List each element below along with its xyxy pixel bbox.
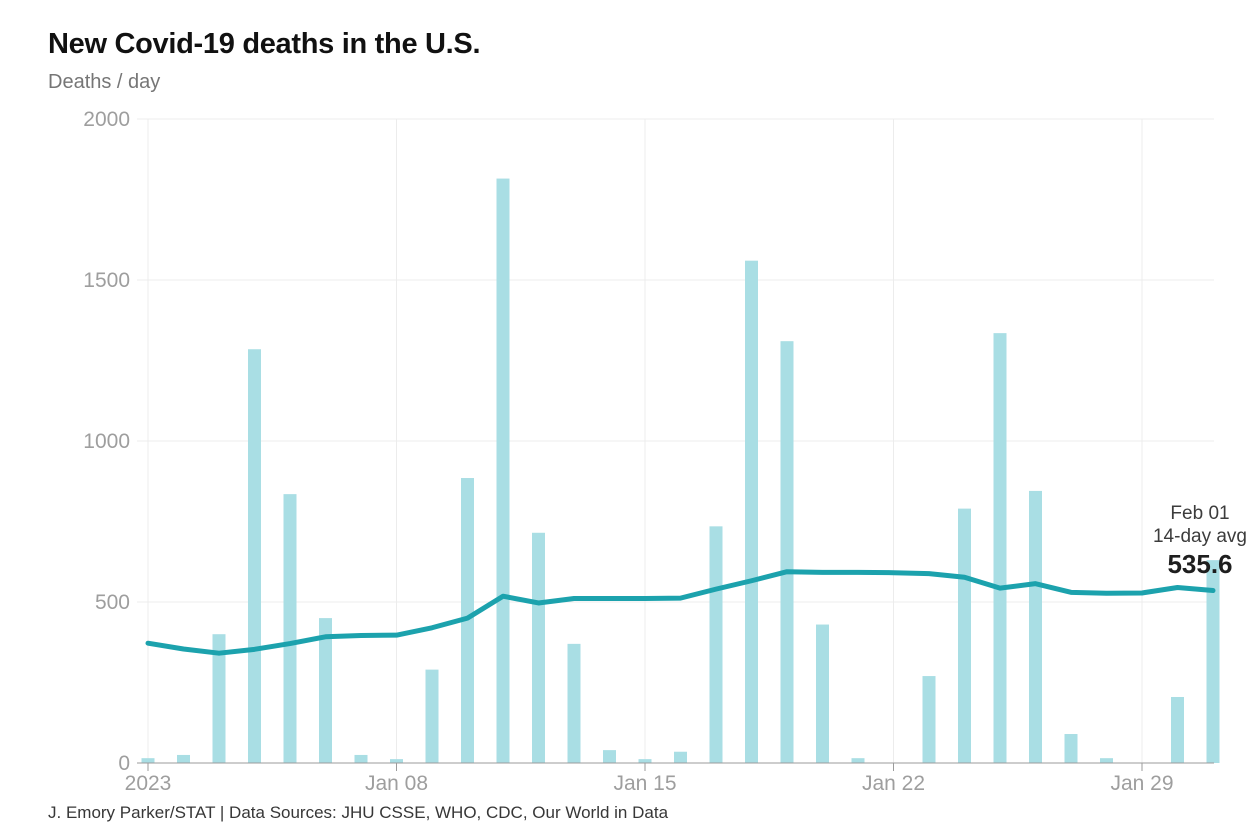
bar-jan-01 [141, 758, 155, 763]
bar-jan-02 [177, 754, 190, 763]
bar-jan-08 [390, 759, 403, 763]
bar-jan-07 [354, 754, 368, 763]
bar-jan-13 [567, 643, 581, 763]
bar-jan-24 [958, 508, 971, 763]
bar-jan-19 [780, 341, 794, 763]
x-axis-label: Jan 29 [1110, 772, 1173, 795]
y-gridlines [137, 118, 1214, 603]
x-axis [137, 762, 1214, 771]
y-axis-label: 2000 [83, 108, 130, 131]
bar-jan-25 [993, 333, 1007, 763]
avg-annotation: Feb 01 14-day avg 535.6 [1119, 502, 1252, 581]
chart-credit: J. Emory Parker/STAT | Data Sources: JHU… [48, 803, 669, 822]
bar-jan-20 [816, 624, 829, 763]
bar-jan-04 [248, 349, 261, 763]
bar-jan-27 [1064, 734, 1078, 763]
bar-jan-16 [674, 751, 687, 763]
y-axis-label: 1500 [83, 269, 130, 292]
avg-line [145, 569, 1216, 656]
bar-jan-14 [603, 750, 616, 763]
x-axis-label: 2023 [125, 772, 172, 795]
bar-jan-23 [922, 676, 936, 763]
bar-jan-12 [532, 532, 545, 763]
bar-jan-17 [709, 526, 723, 763]
y-axis-labels: 0 500 1000 1500 2000 [83, 108, 130, 775]
bar-jan-03 [212, 634, 226, 763]
bar-jan-09 [425, 669, 439, 763]
x-axis-label: Jan 22 [862, 772, 925, 795]
x-axis-label: Jan 08 [365, 772, 428, 795]
chart-title: New Covid-19 deaths in the U.S. [48, 28, 481, 60]
x-axis-labels: 2023 Jan 08 Jan 15 Jan 22 Jan 29 [125, 772, 1174, 795]
annotation-series-label: 14-day avg [1152, 526, 1247, 548]
bar-jan-30 [1171, 696, 1184, 763]
y-axis-label: 1000 [83, 430, 130, 453]
chart-subtitle: Deaths / day [48, 71, 161, 93]
annotation-date: Feb 01 [1170, 503, 1230, 524]
bar-jan-05 [283, 494, 297, 763]
y-axis-label: 0 [118, 752, 130, 775]
bar-jan-15 [638, 759, 652, 763]
bar-jan-06 [319, 618, 332, 763]
x-axis-label: Jan 15 [613, 772, 676, 795]
bar-jan-31 [1206, 560, 1220, 763]
y-axis-label: 500 [95, 591, 130, 614]
annotation-value: 535.6 [1167, 549, 1233, 580]
covid-deaths-chart: 0 500 1000 1500 2000 2023 Jan 08 Jan 15 Jan 22 Ja… [83, 108, 1220, 795]
bar-jan-18 [745, 260, 758, 763]
bar-jan-11 [496, 178, 510, 763]
bars-daily-deaths [141, 178, 1220, 763]
bar-jan-26 [1029, 490, 1042, 763]
bar-jan-28 [1100, 758, 1113, 763]
bar-jan-21 [851, 758, 865, 763]
